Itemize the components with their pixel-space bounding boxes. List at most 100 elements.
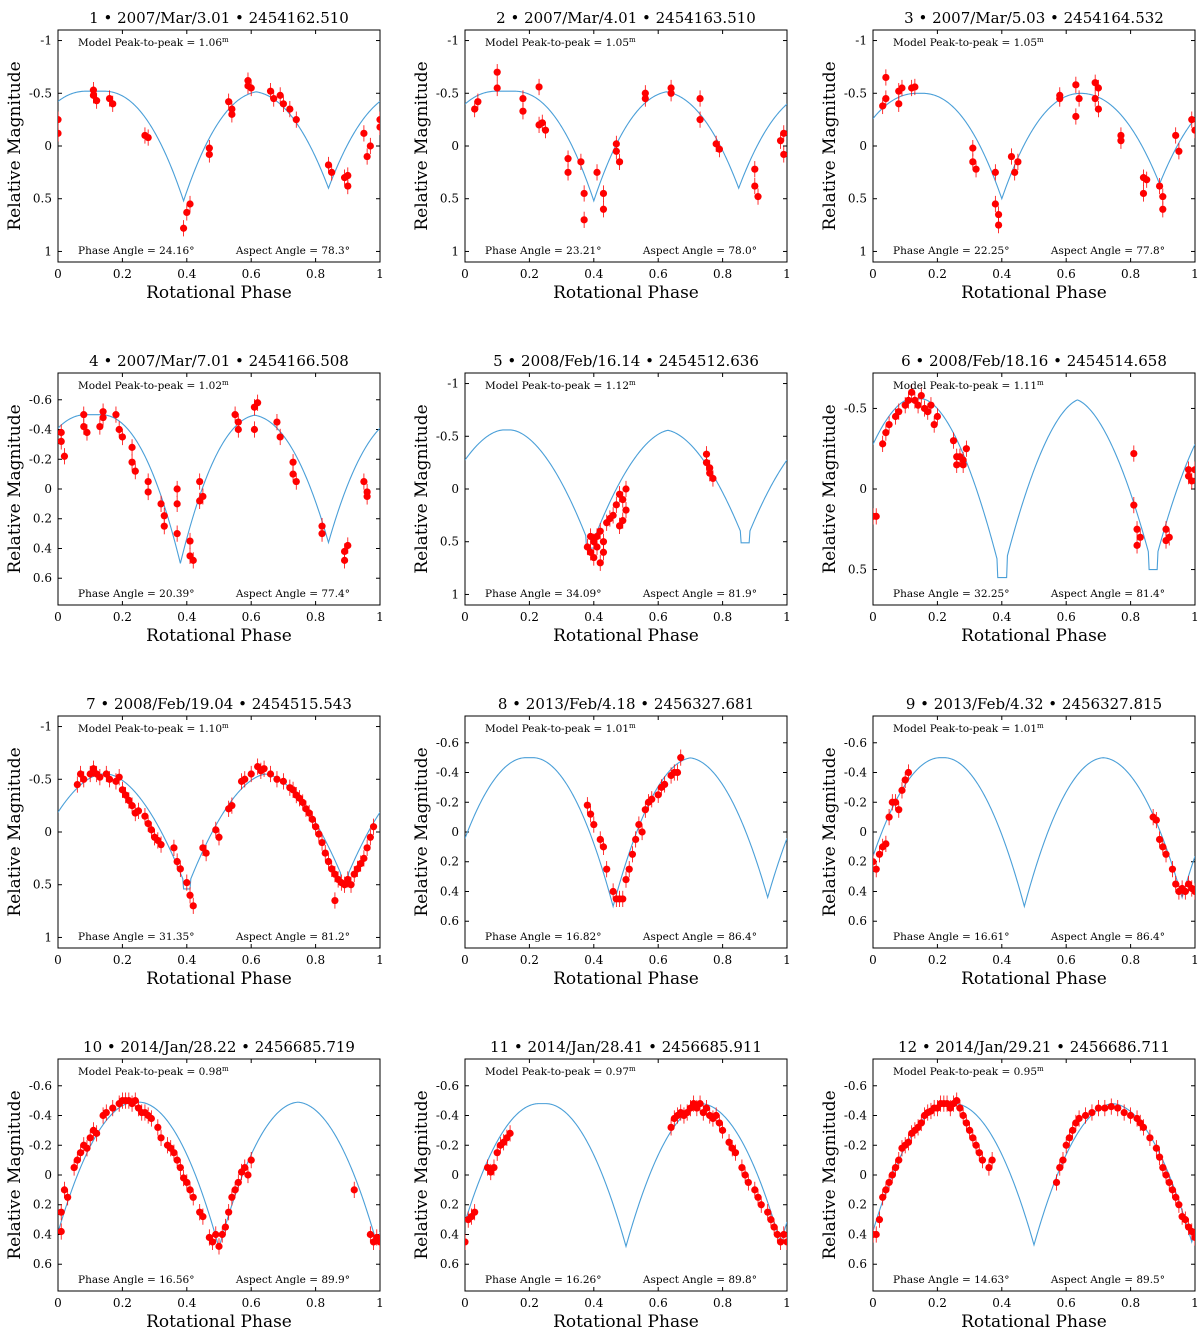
- data-point: [609, 887, 617, 896]
- data-point: [586, 810, 595, 818]
- data-point: [58, 1227, 65, 1236]
- data-point: [196, 497, 204, 505]
- y-axis-label: Relative Magnitude: [412, 1090, 432, 1259]
- data-point: [1191, 887, 1195, 896]
- data-point: [366, 142, 374, 150]
- data-point: [959, 1111, 967, 1120]
- data-point: [1114, 1104, 1122, 1112]
- data-point: [58, 1208, 65, 1216]
- y-tick-label: -0.5: [844, 86, 867, 100]
- data-point: [586, 532, 595, 541]
- x-tick-label: 0: [461, 267, 469, 281]
- x-tick-label: 0: [54, 610, 62, 624]
- chart-panel-9: 9 • 2013/Feb/4.32 • 2456327.815 0 0.2 0.4 0.…: [820, 695, 1199, 989]
- peak-to-peak-label: Model Peak-to-peak = 1.06m: [78, 36, 229, 49]
- x-axis-label: Rotational Phase: [553, 1312, 699, 1332]
- model-curve: [58, 1101, 380, 1250]
- data-point: [1168, 1186, 1177, 1194]
- x-tick-label: 0.8: [306, 610, 325, 624]
- data-point: [972, 1141, 980, 1149]
- data-point: [622, 875, 630, 884]
- data-points: [465, 1095, 787, 1251]
- data-point: [212, 826, 220, 834]
- data-point: [215, 833, 223, 841]
- x-tick-label: 0.4: [584, 1296, 603, 1310]
- data-point: [347, 881, 355, 889]
- y-tick-label: 0.4: [33, 1227, 52, 1241]
- peak-unit: m: [1037, 379, 1044, 387]
- data-point: [599, 843, 608, 851]
- y-tick-label: 0.4: [33, 541, 52, 555]
- data-point: [1146, 1134, 1154, 1142]
- y-tick-label: -0.4: [844, 766, 868, 780]
- data-point: [344, 182, 352, 190]
- y-tick-label: 0.5: [33, 878, 52, 892]
- y-tick-label: -1: [447, 377, 459, 391]
- data-point: [176, 865, 184, 873]
- data-point: [292, 116, 300, 124]
- data-point: [953, 1097, 961, 1105]
- data-point: [1014, 158, 1022, 166]
- data-point: [1088, 1108, 1096, 1117]
- data-point: [661, 780, 669, 789]
- x-tick-label: 0.8: [713, 267, 732, 281]
- data-point: [247, 1156, 255, 1164]
- data-point: [89, 86, 98, 94]
- y-tick-label: -0.2: [436, 795, 459, 809]
- data-point: [170, 1149, 178, 1157]
- x-tick-label: 0.4: [177, 267, 196, 281]
- data-point: [738, 1163, 746, 1172]
- chart-panel-10: 10 • 2014/Jan/28.22 • 2456685.719 0 0.2 0.4…: [5, 1038, 384, 1332]
- data-point: [199, 1213, 207, 1221]
- data-point: [58, 428, 65, 437]
- data-point: [1155, 182, 1164, 190]
- data-point: [580, 216, 588, 224]
- data-point: [144, 133, 152, 142]
- data-point: [109, 100, 117, 108]
- data-point: [189, 1193, 197, 1201]
- y-axis-label: Relative Magnitude: [820, 1090, 840, 1259]
- data-point: [628, 850, 637, 858]
- data-point: [991, 200, 999, 208]
- data-point: [635, 820, 643, 829]
- y-tick-label: 0: [451, 825, 459, 839]
- data-point: [773, 1230, 781, 1239]
- data-point: [1107, 1102, 1115, 1111]
- y-tick-label: 0: [44, 482, 52, 496]
- data-point: [767, 1216, 775, 1224]
- y-tick-label: -0.5: [29, 772, 52, 786]
- data-point: [1165, 533, 1173, 541]
- chart-title: 2 • 2007/Mar/4.01 • 2454163.510: [496, 9, 756, 27]
- data-point: [962, 1119, 970, 1127]
- data-point: [234, 425, 242, 434]
- data-point: [895, 408, 903, 416]
- data-point: [875, 1216, 884, 1224]
- y-tick-label: 0.6: [33, 571, 52, 585]
- data-point: [122, 791, 130, 799]
- data-point: [147, 1114, 155, 1123]
- data-point: [706, 469, 714, 477]
- x-axis-label: Rotational Phase: [961, 626, 1107, 646]
- y-tick-label: 1: [451, 587, 459, 601]
- data-point: [702, 450, 711, 458]
- data-point: [1094, 84, 1102, 92]
- data-point: [340, 881, 349, 889]
- data-point: [1072, 112, 1080, 121]
- data-point: [76, 770, 85, 778]
- data-point: [202, 849, 210, 857]
- y-tick-label: 1: [451, 244, 459, 258]
- data-point: [914, 401, 922, 409]
- data-point: [715, 1119, 723, 1127]
- data-point: [873, 865, 880, 873]
- data-point: [927, 401, 935, 409]
- data-point: [895, 1156, 903, 1164]
- data-point: [930, 420, 938, 429]
- data-point: [596, 559, 604, 567]
- data-point: [962, 445, 970, 453]
- y-tick-label: 0.5: [848, 192, 867, 206]
- data-point: [622, 485, 630, 493]
- y-tick-label: -0.2: [436, 1138, 459, 1152]
- data-point: [873, 858, 877, 866]
- phase-angle-label: Phase Angle = 16.61°: [893, 931, 1009, 943]
- data-point: [969, 158, 977, 166]
